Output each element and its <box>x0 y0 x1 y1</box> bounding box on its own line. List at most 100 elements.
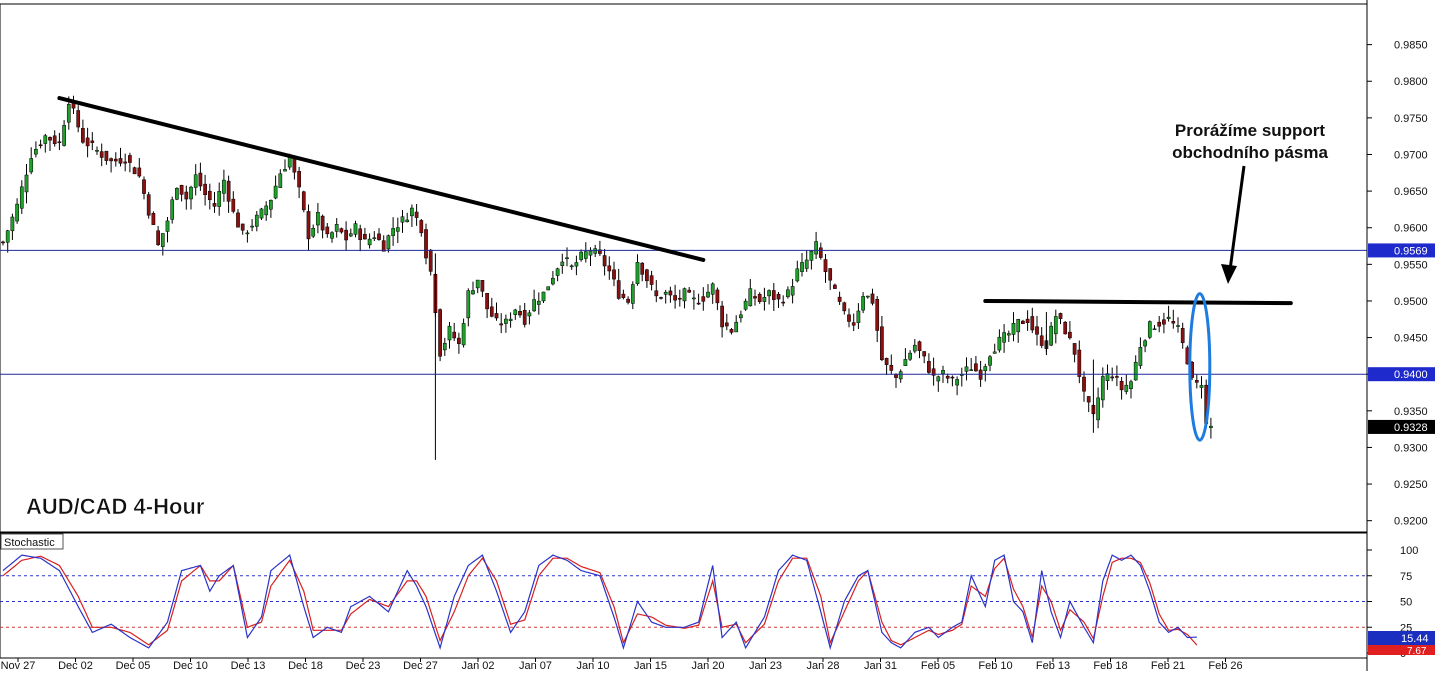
candle-body <box>222 179 226 194</box>
candle-body <box>955 379 959 386</box>
candle-body <box>1147 321 1152 338</box>
candle-body <box>170 199 175 220</box>
candle <box>800 253 804 277</box>
stochastic-panel-frame <box>0 532 1368 659</box>
candle-body <box>823 259 828 273</box>
candle <box>217 182 222 216</box>
candle-body <box>814 241 818 255</box>
candle <box>1176 317 1180 333</box>
candle <box>466 288 471 327</box>
candle <box>804 250 809 272</box>
candle-body <box>621 293 626 298</box>
candle-body <box>541 291 546 302</box>
stochastic-k-tag <box>1368 631 1435 645</box>
price-axis-label: 0.9800 <box>1394 76 1428 88</box>
candle-body <box>1096 397 1100 421</box>
candle <box>85 127 90 158</box>
candle <box>480 279 485 298</box>
time-axis-label: Jan 20 <box>691 660 724 671</box>
candle-body <box>790 286 795 296</box>
candle-body <box>212 203 217 207</box>
candle-body <box>391 228 395 236</box>
time-axis-label: Feb 10 <box>978 660 1012 671</box>
candle <box>997 329 1002 353</box>
candle <box>1199 376 1204 399</box>
candle <box>198 162 203 191</box>
candle <box>236 209 240 228</box>
candle-body <box>1194 380 1199 383</box>
candle <box>612 261 616 287</box>
candle <box>762 287 767 311</box>
candle <box>461 318 466 348</box>
candle-body <box>701 296 706 302</box>
candle <box>391 217 395 246</box>
candle-body <box>598 249 602 254</box>
candle <box>254 211 259 232</box>
candle <box>311 224 316 238</box>
candle <box>776 291 781 308</box>
candle <box>1039 327 1044 349</box>
candle <box>494 302 499 321</box>
candle-body <box>1025 318 1030 323</box>
candle <box>842 301 847 315</box>
candle-body <box>898 371 903 380</box>
candle-body <box>950 376 955 379</box>
candle-body <box>527 312 532 317</box>
candle-body <box>551 277 555 285</box>
candle <box>856 303 861 329</box>
candle-body <box>499 323 504 326</box>
candle <box>175 187 179 201</box>
stochastic-label-box[interactable]: Stochastic <box>0 533 64 550</box>
candle-body <box>128 155 132 163</box>
candle-body <box>663 291 668 295</box>
candle-body <box>123 161 128 164</box>
candle <box>475 279 480 294</box>
candle-body <box>1162 319 1166 325</box>
candle-body <box>334 224 339 232</box>
candle <box>706 284 710 299</box>
candle-body <box>1115 376 1119 378</box>
candle <box>348 228 353 238</box>
candle-body <box>363 233 367 240</box>
candle-body <box>1 241 5 244</box>
candle-body <box>1002 332 1006 343</box>
candle <box>767 289 771 305</box>
candle-body <box>659 297 663 299</box>
candle <box>724 313 729 331</box>
candle-body <box>160 233 165 247</box>
annotation-arrow-shaft <box>1228 165 1246 271</box>
candle <box>405 212 410 223</box>
candle-body <box>1129 381 1133 390</box>
candle-body <box>504 318 508 324</box>
candle <box>137 158 142 178</box>
candle <box>668 286 673 303</box>
time-axis-label: Dec 13 <box>231 660 266 671</box>
candle-body <box>344 229 348 241</box>
candle-body <box>748 288 753 307</box>
candle <box>988 354 992 372</box>
candle-body <box>654 290 659 297</box>
candle-body <box>851 322 856 326</box>
candle-body <box>1124 384 1129 392</box>
candle-body <box>353 223 358 235</box>
candle <box>10 213 15 240</box>
candle-body <box>917 341 922 351</box>
candle <box>62 120 66 147</box>
candle-body <box>24 174 29 193</box>
candle <box>301 190 306 213</box>
candle-body <box>15 203 19 222</box>
candle-body <box>414 211 419 218</box>
candle <box>29 147 34 175</box>
time-axis-label: Feb 13 <box>1036 660 1070 671</box>
candle <box>1096 387 1100 429</box>
candle <box>231 191 236 214</box>
candle-body <box>52 135 57 145</box>
candle <box>583 242 588 263</box>
candle <box>128 152 132 173</box>
candle-body <box>1143 340 1147 347</box>
candle-body <box>884 358 889 365</box>
candle-body <box>668 290 673 296</box>
price-tag-label: 0.9569 <box>1394 245 1428 257</box>
candle-body <box>193 174 198 188</box>
candle <box>536 292 541 315</box>
